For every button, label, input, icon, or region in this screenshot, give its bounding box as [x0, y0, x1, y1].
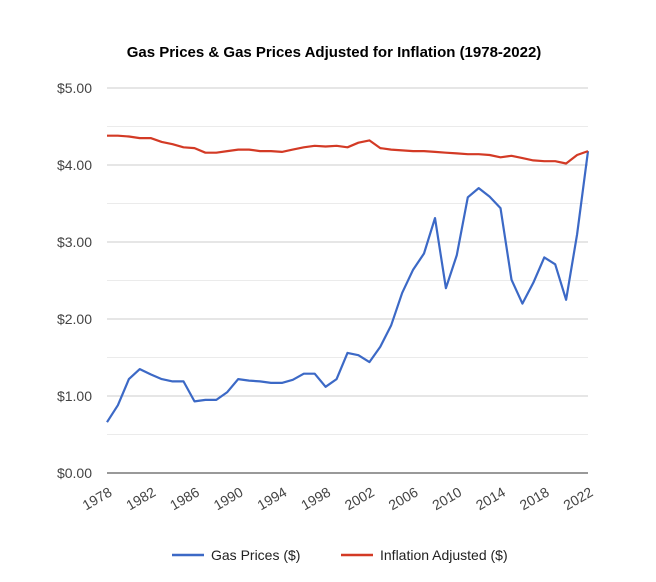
x-tick-label: 2018 [517, 484, 552, 514]
x-tick-label: 2022 [561, 484, 596, 514]
x-tick-label: 1986 [167, 484, 202, 514]
y-tick-label: $1.00 [57, 388, 92, 404]
x-tick-label: 2002 [342, 484, 377, 514]
legend-label-inflation-adjusted: Inflation Adjusted ($) [380, 547, 508, 563]
x-tick-label: 1982 [123, 484, 158, 514]
series-lines [106, 134, 590, 423]
series-line-gas-prices[interactable] [106, 150, 590, 423]
y-tick-label: $4.00 [57, 157, 92, 173]
legend-label-gas-prices: Gas Prices ($) [211, 547, 300, 563]
gridlines [107, 87, 588, 474]
y-tick-label: $0.00 [57, 465, 92, 481]
x-tick-label: 2010 [429, 484, 464, 514]
y-axis-ticks: $0.00 $1.00 $2.00 $3.00 $4.00 $5.00 [57, 80, 92, 481]
y-tick-label: $2.00 [57, 311, 92, 327]
x-tick-label: 2014 [473, 484, 508, 514]
x-tick-label: 1990 [211, 484, 246, 514]
legend[interactable]: Gas Prices ($) Inflation Adjusted ($) [172, 547, 508, 563]
chart-title: Gas Prices & Gas Prices Adjusted for Inf… [127, 44, 542, 61]
series-line-inflation-adjusted[interactable] [107, 134, 589, 165]
x-tick-label: 2006 [386, 484, 421, 514]
y-tick-label: $5.00 [57, 80, 92, 96]
x-tick-label: 1994 [254, 484, 289, 514]
y-tick-label: $3.00 [57, 234, 92, 250]
x-tick-label: 1998 [298, 484, 333, 514]
x-axis-ticks: 1978 1982 1986 1990 1994 1998 2002 2006 2010 2014… [80, 484, 596, 514]
x-tick-label: 1978 [80, 484, 115, 514]
